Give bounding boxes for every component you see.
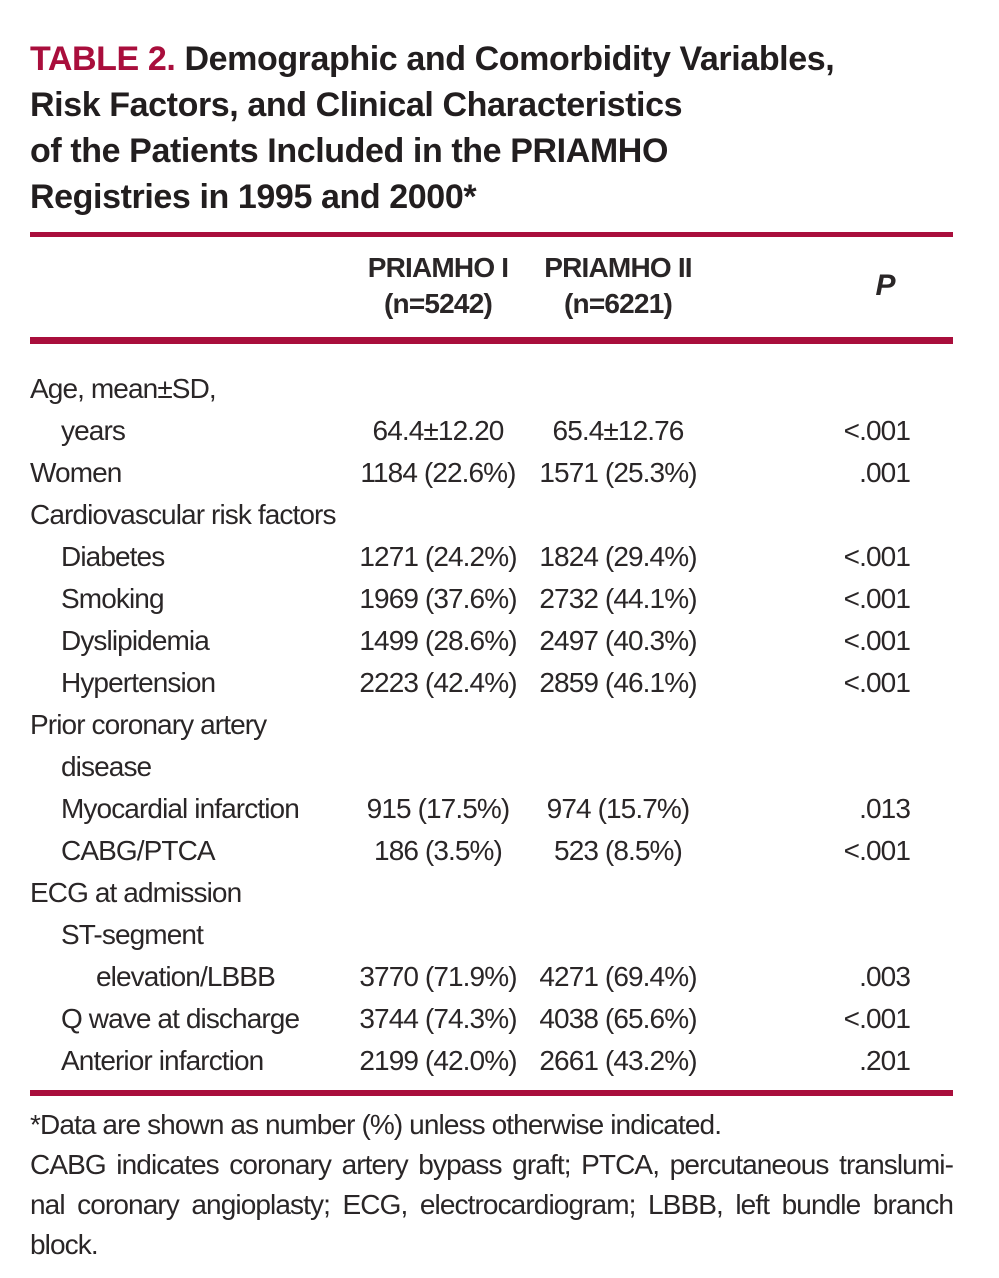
value: 1184 (22.6%) — [360, 457, 516, 488]
value: 2732 (44.1%) — [539, 583, 697, 614]
row-label: Hypertension — [61, 667, 216, 698]
abbreviation-footnote-line-3: block. — [30, 1229, 99, 1260]
p-value: .013 — [859, 793, 911, 824]
title-line-3: of the Patients Included in the PRIAMHO — [30, 132, 668, 170]
row-label: Q wave at discharge — [61, 1003, 300, 1034]
value: 2199 (42.0%) — [359, 1045, 517, 1076]
table-row: Dyslipidemia 1499 (28.6%) 2497 (40.3%) <.00… — [30, 620, 953, 662]
p-value: .001 — [859, 457, 911, 488]
value: 1499 (28.6%) — [359, 625, 517, 656]
data-footnote: *Data are shown as number (%) unless oth… — [30, 1109, 722, 1140]
p-value: .003 — [859, 961, 911, 992]
footnotes: *Data are shown as number (%) unless oth… — [30, 1105, 954, 1265]
value: 4038 (65.6%) — [539, 1003, 697, 1034]
value: 1271 (24.2%) — [359, 541, 517, 572]
row-label: Smoking — [61, 583, 165, 614]
p-value: <.001 — [843, 667, 911, 698]
p-value: <.001 — [843, 1003, 911, 1034]
column-header-priamho-ii: PRIAMHO II (n=6221) — [528, 250, 708, 322]
value: 4271 (69.4%) — [539, 961, 697, 992]
column-header-p: P — [875, 269, 895, 302]
p-value: <.001 — [843, 415, 911, 446]
table-row: Q wave at discharge 3744 (74.3%) 4038 (65.… — [30, 998, 953, 1040]
row-label: Myocardial infarction — [61, 793, 300, 824]
p-value: <.001 — [843, 625, 911, 656]
row-label: Diabetes — [61, 541, 165, 572]
p-value: .201 — [859, 1045, 911, 1076]
column-name: PRIAMHO I — [367, 252, 509, 283]
value: 65.4±12.76 — [552, 415, 685, 446]
p-value: <.001 — [843, 583, 911, 614]
table-row: years 64.4±12.20 65.4±12.76 <.001 — [30, 410, 953, 452]
p-value: <.001 — [843, 835, 911, 866]
table-title: TABLE 2. Demographic and Comorbidity Var… — [30, 36, 953, 220]
table-row: Age, mean±SD, — [30, 368, 953, 410]
title-line-4: Registries in 1995 and 2000* — [30, 178, 477, 216]
header-spacer — [30, 250, 348, 322]
table-row: Smoking 1969 (37.6%) 2732 (44.1%) <.001 — [30, 578, 953, 620]
table-row: Hypertension 2223 (42.4%) 2859 (46.1%) <.00… — [30, 662, 953, 704]
value: 523 (8.5%) — [554, 835, 683, 866]
table-row: elevation/LBBB 3770 (71.9%) 4271 (69.4%) .0… — [30, 956, 953, 998]
row-label: Cardiovascular risk factors — [30, 499, 336, 530]
row-label: CABG/PTCA — [61, 835, 216, 866]
value: 2497 (40.3%) — [539, 625, 697, 656]
table-row: ST-segment — [30, 914, 953, 956]
title-line-1: Demographic and Comorbidity Variables, — [184, 40, 835, 78]
row-label: years — [61, 415, 126, 446]
value: 2859 (46.1%) — [539, 667, 697, 698]
value: 2223 (42.4%) — [359, 667, 517, 698]
table-number: TABLE 2. — [30, 40, 176, 78]
column-n: (n=6221) — [564, 288, 673, 319]
row-label: Prior coronary artery — [30, 709, 267, 740]
value: 2661 (43.2%) — [539, 1045, 697, 1076]
table-row: Women 1184 (22.6%) 1571 (25.3%) .001 — [30, 452, 953, 494]
bottom-rule — [30, 1090, 953, 1096]
row-label: Anterior infarction — [61, 1045, 264, 1076]
row-label: Women — [30, 457, 122, 488]
table-row: Cardiovascular risk factors — [30, 494, 953, 536]
row-label: ECG at admission — [30, 877, 242, 908]
table-header: PRIAMHO I (n=5242) PRIAMHO II (n=6221) P — [30, 237, 953, 337]
row-label: ST-segment — [61, 919, 204, 950]
abbreviation-footnote-line-1: CABG indicates coronary artery bypass gr… — [30, 1149, 954, 1180]
value: 186 (3.5%) — [374, 835, 503, 866]
table-row: Anterior infarction 2199 (42.0%) 2661 (43.… — [30, 1040, 953, 1082]
value: 915 (17.5%) — [366, 793, 511, 824]
column-name: PRIAMHO II — [544, 252, 692, 283]
abbreviation-footnote-line-2: nal coronary angioplasty; ECG, electroca… — [30, 1189, 954, 1220]
table-row: Diabetes 1271 (24.2%) 1824 (29.4%) <.001 — [30, 536, 953, 578]
header-rule — [30, 337, 953, 344]
table-row: Prior coronary artery — [30, 704, 953, 746]
value: 1571 (25.3%) — [539, 457, 697, 488]
value: 1824 (29.4%) — [539, 541, 697, 572]
value: 64.4±12.20 — [372, 415, 505, 446]
row-label: Dyslipidemia — [61, 625, 210, 656]
top-rule — [30, 232, 953, 237]
value: 3770 (71.9%) — [359, 961, 517, 992]
table-body: Age, mean±SD, years 64.4±12.20 65.4±12.76 <.… — [30, 344, 953, 1090]
p-value: <.001 — [843, 541, 911, 572]
value: 1969 (37.6%) — [359, 583, 517, 614]
column-header-priamho-i: PRIAMHO I (n=5242) — [348, 250, 528, 322]
value: 974 (15.7%) — [546, 793, 691, 824]
row-label: Age, mean±SD, — [30, 373, 217, 404]
row-label: disease — [61, 751, 152, 782]
row-label: elevation/LBBB — [96, 961, 276, 992]
table-row: ECG at admission — [30, 872, 953, 914]
title-line-2: Risk Factors, and Clinical Characteristi… — [30, 86, 683, 124]
value: 3744 (74.3%) — [359, 1003, 517, 1034]
table-row: CABG/PTCA 186 (3.5%) 523 (8.5%) <.001 — [30, 830, 953, 872]
table-row: Myocardial infarction 915 (17.5%) 974 (15.… — [30, 788, 953, 830]
column-n: (n=5242) — [384, 288, 493, 319]
table-row: disease — [30, 746, 953, 788]
